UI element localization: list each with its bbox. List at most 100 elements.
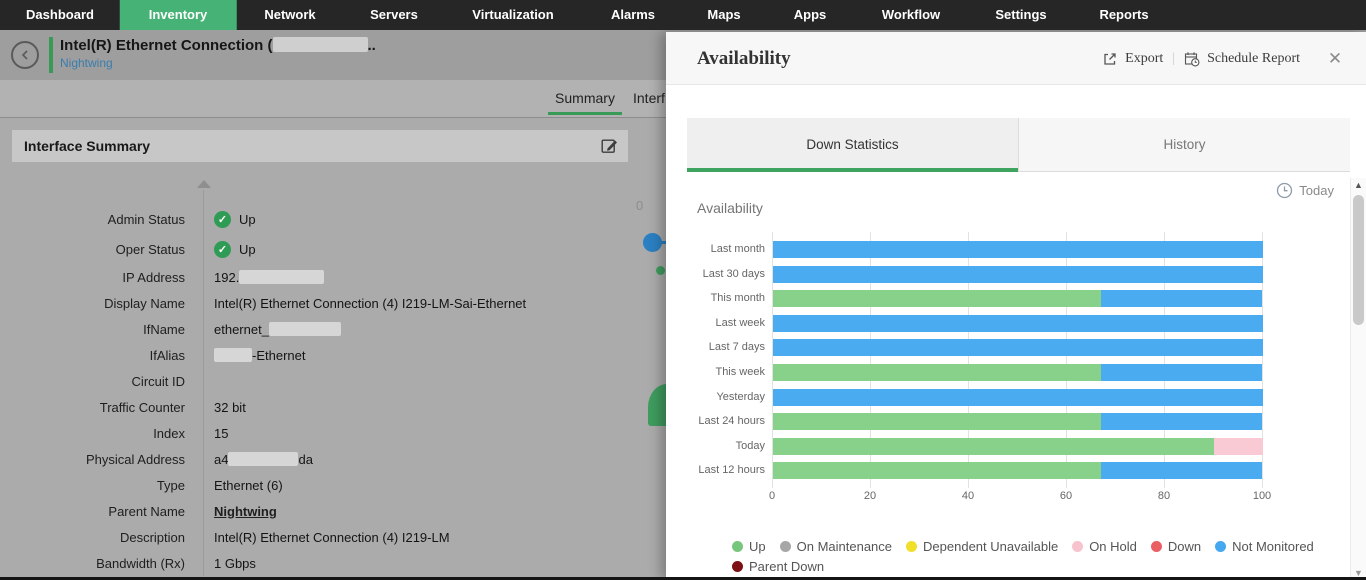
field-value: 192.: [214, 269, 325, 285]
field-row-circuit-id: Circuit ID: [0, 368, 640, 394]
field-row-bandwidth-rx-: Bandwidth (Rx) 1 Gbps: [0, 550, 640, 576]
legend-dot: [1150, 541, 1162, 552]
scrollbar-thumb[interactable]: [1353, 195, 1364, 325]
field-label: Index: [153, 425, 185, 441]
edit-icon[interactable]: [601, 137, 618, 159]
chart-legend-row-1: Up On Maintenance Dependent Unavailable On …: [732, 539, 1314, 554]
bar-segment-on-hold[interactable]: [1213, 437, 1263, 455]
bar-segment-up[interactable]: [772, 462, 1101, 480]
export-button[interactable]: Export: [1102, 51, 1163, 67]
bar-segment-not-monitored[interactable]: [772, 339, 1263, 357]
nav-item-reports[interactable]: Reports: [1099, 7, 1149, 22]
bar-segment-not-monitored[interactable]: [1100, 290, 1263, 308]
field-value: ✓ Up: [214, 210, 256, 228]
nav-item-virtualization[interactable]: Virtualization: [472, 7, 554, 22]
field-label: Bandwidth (Rx): [96, 555, 185, 571]
nav-item-settings[interactable]: Settings: [995, 7, 1047, 22]
redacted-text: [214, 347, 252, 362]
legend-item-down[interactable]: Down: [1150, 539, 1201, 554]
availability-bar: [772, 388, 1263, 406]
device-parent-link[interactable]: Nightwing: [60, 56, 113, 70]
bar-segment-not-monitored[interactable]: [1100, 413, 1263, 431]
collapse-arrow-icon[interactable]: [197, 180, 211, 188]
availability-bar: [772, 437, 1263, 455]
nav-item-network[interactable]: Network: [264, 7, 316, 22]
availability-bar: [772, 364, 1263, 381]
bar-segment-not-monitored[interactable]: [772, 388, 1263, 406]
export-icon: [1104, 52, 1116, 65]
interface-summary-header: Interface Summary: [12, 130, 628, 162]
legend-item-on-maintenance[interactable]: On Maintenance: [779, 539, 892, 554]
field-row-physical-address: Physical Address a4 da: [0, 446, 640, 472]
field-value: Intel(R) Ethernet Connection (4) I219-LM: [214, 529, 450, 545]
tab-history[interactable]: History: [1019, 118, 1350, 171]
redacted-text: [272, 37, 368, 52]
tab-interfaces-partial[interactable]: Interf: [633, 90, 665, 106]
bar-segment-up[interactable]: [772, 290, 1101, 308]
legend-item-on-hold[interactable]: On Hold: [1072, 539, 1137, 554]
legend-dot: [1072, 541, 1084, 552]
field-label: IP Address: [122, 269, 185, 285]
legend-dot: [906, 541, 918, 552]
interface-summary-fields: Admin Status ✓ Up Oper Status ✓ Up IP Address 1…: [0, 204, 640, 576]
nav-item-dashboard[interactable]: Dashboard: [26, 7, 94, 22]
nav-item-inventory[interactable]: Inventory: [119, 0, 237, 30]
category-label: Last 24 hours: [698, 415, 765, 428]
field-row-description: Description Intel(R) Ethernet Connection …: [0, 524, 640, 550]
active-tab-underline: [548, 112, 622, 115]
field-value: Nightwing: [214, 504, 277, 519]
device-tab-bar: Summary Interf: [0, 80, 666, 118]
panel-scrollbar[interactable]: ▲ ▼: [1350, 178, 1366, 580]
field-value: ethernet_: [214, 321, 341, 337]
tab-summary[interactable]: Summary: [555, 90, 615, 106]
field-value: -Ethernet: [214, 347, 305, 363]
panel-header: Availability Export |: [666, 32, 1366, 85]
legend-item-not-monitored[interactable]: Not Monitored: [1215, 539, 1314, 554]
bar-segment-up[interactable]: [772, 364, 1101, 381]
axis-tick-label: 80: [1157, 490, 1171, 502]
axis-tick-label: 100: [1252, 490, 1272, 502]
time-range-selector[interactable]: Today: [1276, 182, 1334, 199]
scroll-up-icon[interactable]: ▲: [1354, 180, 1363, 190]
bar-segment-not-monitored[interactable]: [772, 314, 1263, 332]
scroll-down-icon[interactable]: ▼: [1354, 568, 1363, 578]
bar-segment-not-monitored[interactable]: [772, 241, 1263, 258]
tab-down-statistics[interactable]: Down Statistics: [687, 118, 1019, 172]
bar-segment-not-monitored[interactable]: [1100, 364, 1263, 381]
bar-segment-up[interactable]: [772, 413, 1101, 431]
field-label: Parent Name: [108, 503, 185, 519]
gridline: [1262, 232, 1263, 488]
schedule-report-button[interactable]: Schedule Report: [1184, 51, 1300, 67]
bar-segment-up[interactable]: [772, 437, 1214, 455]
bar-segment-not-monitored[interactable]: [1100, 462, 1263, 480]
availability-bar: [772, 413, 1263, 431]
close-icon[interactable]: ✕: [1327, 48, 1343, 68]
active-tab-underline: [687, 168, 1018, 172]
legend-dot: [732, 561, 743, 572]
legend-item-dependent-unavailable[interactable]: Dependent Unavailable: [906, 539, 1058, 554]
availability-bar: [772, 241, 1263, 258]
availability-bar: [772, 462, 1263, 480]
legend-dot: [1215, 541, 1227, 552]
nav-item-servers[interactable]: Servers: [370, 7, 418, 22]
nav-item-workflow[interactable]: Workflow: [881, 7, 941, 22]
bar-segment-not-monitored[interactable]: [772, 265, 1263, 283]
clock-icon: [1277, 182, 1293, 199]
nav-item-apps[interactable]: Apps: [793, 7, 827, 22]
category-label: Yesterday: [716, 390, 765, 403]
gauge-green-marker: [656, 266, 665, 275]
legend-item-up[interactable]: Up: [732, 539, 766, 554]
field-row-admin-status: Admin Status ✓ Up: [0, 204, 640, 234]
category-label: This month: [710, 292, 765, 305]
field-value: 1 Gbps: [214, 555, 256, 571]
back-button[interactable]: [11, 41, 39, 69]
nav-item-alarms[interactable]: Alarms: [610, 7, 656, 22]
category-label: Last 7 days: [708, 341, 765, 354]
field-label: Display Name: [104, 295, 185, 311]
availability-bar: [772, 314, 1263, 332]
nav-item-maps[interactable]: Maps: [707, 7, 741, 22]
parent-device-link[interactable]: Nightwing: [214, 503, 277, 519]
field-value: 32 bit: [214, 399, 246, 415]
field-divider: [203, 190, 204, 576]
legend-item-parent-down[interactable]: Parent Down: [732, 559, 824, 574]
